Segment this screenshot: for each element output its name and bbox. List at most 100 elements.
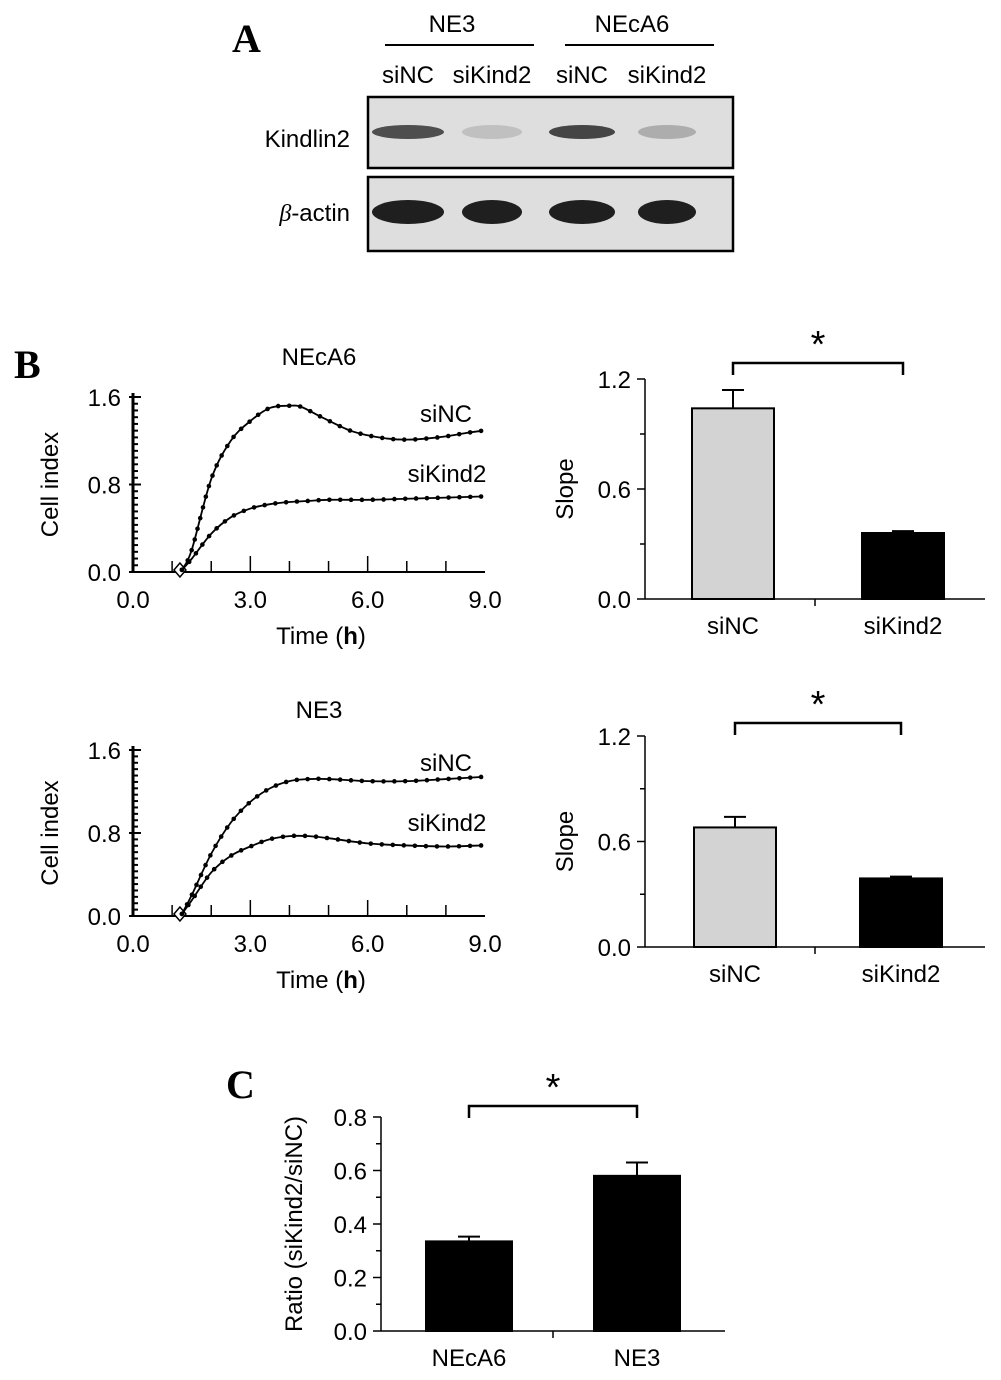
series-point-siKind2 [269,836,275,841]
blot-band-1-3 [638,200,696,224]
series-point-siKind2 [445,844,451,849]
significance-bracket [467,1104,639,1118]
chart-title: NE3 [296,697,343,724]
blot-band-1-0 [372,200,444,224]
blot-lane-1: siNC [382,62,434,89]
series-point-siNC [337,423,343,429]
series-point-siKind2 [193,551,199,556]
series-point-siNC [337,777,343,782]
x-tick-label: 0.0 [116,931,149,958]
x-tick-label: 6.0 [351,587,384,614]
series-point-siNC [294,777,300,783]
panel-label-a: A [232,16,261,61]
series-point-siKind2 [231,513,237,518]
y-tick-label: 1.6 [88,385,121,412]
x-tick-label: siNC [709,961,761,988]
series-point-siKind2 [370,497,376,503]
series-point-siNC [224,825,230,830]
y-tick-label: 0.8 [88,473,121,500]
series-point-siKind2 [305,498,311,504]
series-point-siNC [214,463,220,468]
chart-neca6-cell-index: NEcA6 0.0 0.8 1.6 0.0 3.0 6.0 9.0 Time (h) Cell i… [37,344,502,650]
panel-label-c: C [226,1062,255,1107]
series-point-siKind2 [412,843,418,849]
series-point-siKind2 [222,519,228,524]
series-point-siKind2 [402,496,408,502]
series-point-siNC [254,794,260,799]
series-point-siKind2 [251,505,257,510]
series-point-siKind2 [435,495,441,501]
series-point-siNC [478,428,484,434]
series-label-siNC: siNC [420,750,472,777]
series-point-siNC [286,403,292,409]
series-point-siNC [305,776,310,782]
series-point-siNC [238,808,244,814]
series-point-siNC [457,775,462,781]
series-point-siNC [347,428,353,433]
series-point-siKind2 [186,559,192,565]
y-axis-label: Slope [552,458,579,519]
bar-NE3 [593,1174,681,1332]
series-point-siKind2 [379,842,385,847]
series-point-siKind2 [390,842,396,848]
series-point-siNC [327,418,333,424]
series-point-siNC [218,834,224,839]
series-point-siKind2 [241,508,247,514]
series-point-siNC [424,436,429,441]
series-point-siKind2 [337,497,343,503]
series-point-siNC [200,505,206,510]
x-tick-label: siKind2 [862,961,941,988]
x-tick-label: NE3 [614,1345,661,1372]
bar-siKind2 [859,877,943,948]
chart-ne3-cell-index: NE3 0.0 0.8 1.6 0.0 3.0 6.0 9.0 Time (h) Cell ind… [37,697,502,994]
bar-siKind2 [861,532,945,600]
x-tick-label: 9.0 [468,587,501,614]
series-point-siKind2 [204,875,210,880]
series-point-siNC [275,403,281,409]
series-point-siKind2 [206,533,212,539]
series-point-siKind2 [259,839,264,845]
series-point-siKind2 [423,843,429,849]
x-tick-label: 0.0 [116,587,149,614]
series-point-siNC [348,778,354,783]
y-tick-label: 1.2 [598,724,631,751]
series-point-siNC [203,862,208,868]
series-point-siKind2 [335,837,341,842]
x-tick-label: 6.0 [351,931,384,958]
actin-label: -actin [291,200,350,227]
series-point-siNC [435,435,440,440]
series-point-siNC [247,419,252,424]
significance-bracket [733,721,903,735]
series-label-siKind2: siKind2 [408,461,487,488]
series-point-siNC [192,537,198,542]
series-point-siKind2 [214,526,219,531]
series-point-siNC [413,778,419,784]
series-point-siKind2 [467,843,473,849]
series-point-siKind2 [446,495,451,500]
series-label-siKind2: siKind2 [408,810,487,837]
series-point-siNC [402,778,408,784]
blot-band-0-2 [549,125,615,139]
blot-group-neca6: NEcA6 [595,11,670,38]
series-point-siKind2 [434,844,440,849]
series-point-siNC [478,774,484,780]
series-point-siNC [369,433,374,439]
series-point-siKind2 [211,866,217,872]
significance-star: * [811,684,826,726]
significance-bracket [731,361,905,375]
series-point-siNC [195,526,200,532]
series-point-siNC [206,483,212,489]
blot-lane-2: siKind2 [453,62,532,89]
y-axis-label: Ratio (siKind2/siNC) [281,1116,308,1332]
series-point-siNC [231,434,236,440]
series-point-siKind2 [200,542,205,547]
x-axis-label-close: ) [358,967,366,994]
series-point-siNC [263,788,269,793]
series-point-siKind2 [262,502,267,508]
series-point-siNC [238,426,244,432]
series-point-siKind2 [401,843,407,848]
y-axis-label: Cell index [37,780,64,885]
series-point-siNC [424,777,430,783]
series-point-siNC [401,437,407,442]
blot-lane-3: siNC [556,62,608,89]
